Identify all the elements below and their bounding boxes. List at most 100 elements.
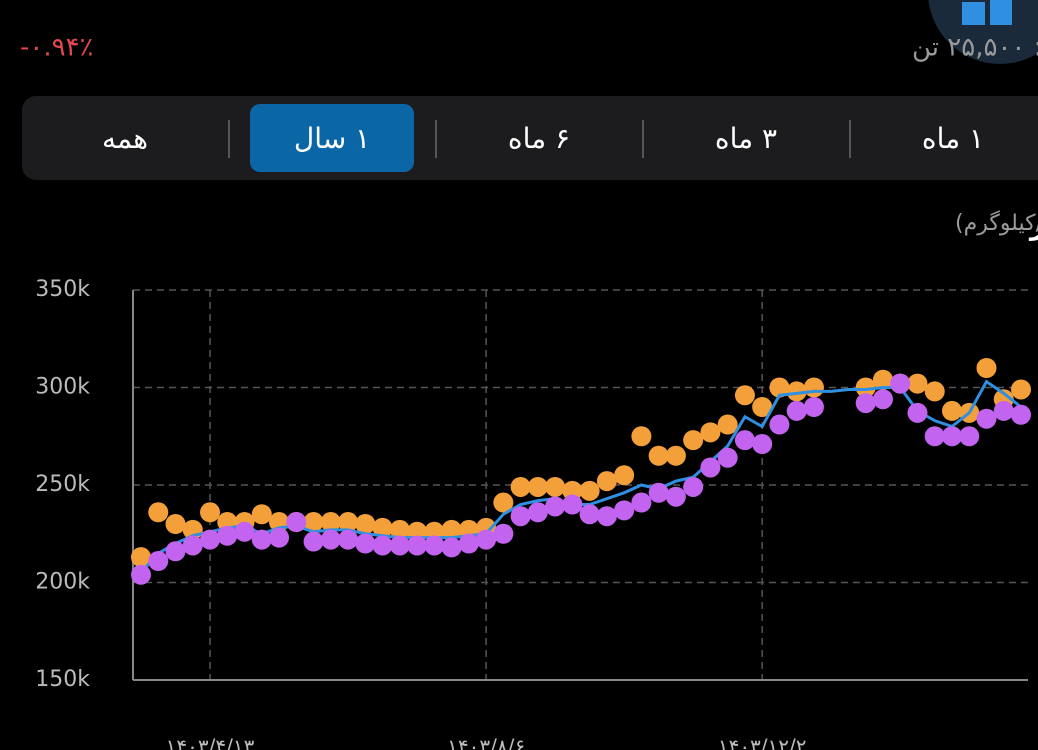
point	[372, 517, 393, 538]
point	[320, 512, 341, 533]
point	[786, 381, 807, 402]
point	[545, 476, 566, 497]
chart-unit: (ریال/کیلوگرم)	[955, 210, 1038, 236]
point	[131, 564, 151, 585]
x-tick-label: ۱۴۰۳/۸/۶	[447, 735, 525, 750]
point	[562, 494, 583, 515]
tab[interactable]: ۱ ماه	[922, 122, 984, 155]
point	[855, 393, 876, 414]
point	[803, 377, 824, 398]
point	[683, 430, 704, 451]
point	[596, 506, 617, 527]
point	[493, 492, 514, 513]
point	[596, 471, 617, 492]
point	[959, 426, 980, 447]
point	[769, 377, 790, 398]
point	[303, 531, 324, 552]
point	[872, 389, 893, 410]
y-tick-label: 150k	[35, 667, 90, 692]
point	[924, 426, 945, 447]
point	[1011, 379, 1031, 400]
point	[251, 504, 272, 525]
y-tick-label: 300k	[35, 375, 90, 400]
plot: 150k 200k 250k 300k 350k ۱۴۰۳/۴/۱۳ ۱۴۰۳/۸/۶ ۱۴۰…	[35, 277, 1031, 750]
point	[890, 373, 911, 394]
point	[476, 529, 497, 550]
point	[717, 447, 738, 468]
point	[200, 529, 221, 550]
point	[165, 514, 186, 534]
tab-active-bg	[250, 104, 414, 172]
point	[148, 502, 169, 523]
point	[338, 512, 359, 533]
point	[769, 414, 790, 435]
point	[855, 377, 876, 398]
point	[424, 535, 445, 556]
point	[752, 434, 773, 455]
y-tick-label: 350k	[35, 277, 90, 302]
point	[320, 529, 341, 550]
point	[389, 519, 410, 540]
x-tick-label: ۱۴۰۳/۱۲/۲	[718, 735, 807, 750]
point	[372, 535, 393, 556]
point	[976, 358, 997, 378]
point	[545, 496, 566, 517]
point	[924, 381, 945, 402]
point	[407, 535, 428, 556]
point	[458, 533, 479, 554]
point	[993, 400, 1014, 421]
point	[648, 445, 669, 466]
point	[303, 512, 324, 533]
point	[527, 502, 548, 523]
point	[907, 402, 928, 423]
point	[251, 529, 272, 550]
point	[665, 486, 686, 507]
point	[182, 535, 203, 556]
point	[614, 500, 635, 521]
point	[131, 547, 151, 568]
point	[441, 519, 462, 540]
point	[648, 482, 669, 503]
y-tick-label: 200k	[35, 570, 90, 595]
point	[907, 373, 928, 394]
point	[165, 541, 186, 562]
chart-title: مروز	[1028, 208, 1038, 241]
tab[interactable]: همه	[102, 122, 148, 155]
point	[752, 397, 773, 417]
point	[200, 502, 221, 523]
point	[700, 422, 721, 443]
point	[148, 551, 169, 572]
point	[338, 529, 359, 550]
price-change: -۰.۹۴٪	[20, 33, 94, 63]
tab[interactable]: ۱ سال	[294, 122, 370, 155]
y-tick-label: 250k	[35, 472, 90, 497]
market-summary: عرضه: ۴۳,۸۰۰, تقاضا: ۴۱,۷۵۰ ,معامله: ۲۵,…	[912, 33, 1038, 63]
point	[269, 527, 290, 548]
point	[614, 465, 635, 486]
point	[631, 492, 652, 513]
point	[510, 476, 531, 497]
tab[interactable]: ۶ ماه	[508, 122, 570, 155]
point	[941, 400, 962, 421]
point	[441, 537, 462, 558]
point	[217, 525, 238, 546]
point	[734, 430, 755, 451]
x-tick-label: ۱۴۰۳/۴/۱۳	[166, 735, 255, 750]
point	[1011, 404, 1031, 425]
point	[665, 445, 686, 466]
point	[389, 535, 410, 556]
point	[803, 397, 824, 417]
point	[734, 385, 755, 406]
point	[872, 369, 893, 390]
tabs: ۱ ماه ۳ ماه ۶ ماه ۱ سال همه	[102, 104, 984, 172]
point	[493, 523, 514, 544]
tab[interactable]: ۳ ماه	[715, 122, 777, 155]
point	[941, 426, 962, 447]
point	[234, 521, 255, 542]
point	[579, 480, 600, 501]
point	[527, 476, 548, 497]
app-icon-glyph	[962, 0, 1012, 25]
point	[355, 514, 376, 534]
